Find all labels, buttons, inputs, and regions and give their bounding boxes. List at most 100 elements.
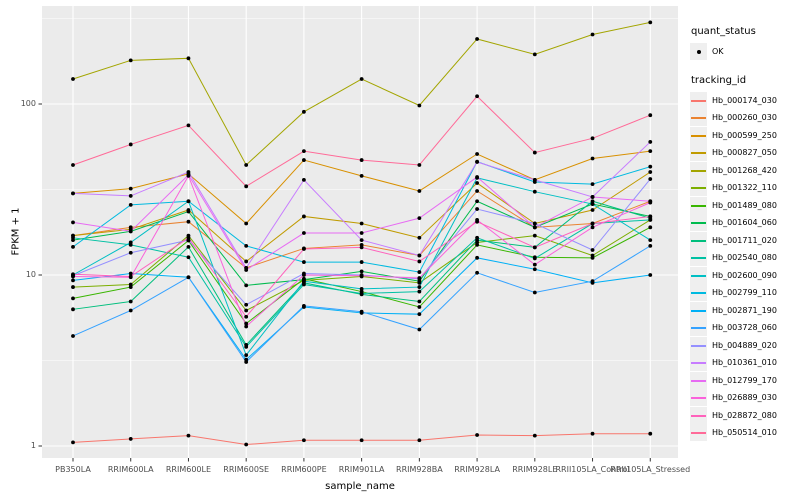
legend-item-ok: OK: [690, 43, 800, 61]
data-point: [128, 271, 133, 276]
data-point: [590, 182, 595, 187]
data-point: [186, 123, 191, 128]
data-point: [475, 255, 479, 260]
data-point: [532, 189, 537, 194]
x-axis-title: sample_name: [325, 481, 395, 492]
data-point: [71, 278, 75, 283]
data-point: [186, 255, 191, 260]
x-tick-label: RRIM600LA: [107, 465, 154, 474]
data-point: [532, 245, 537, 250]
line-swatch-icon: [690, 249, 707, 267]
data-point: [244, 442, 249, 447]
data-point: [475, 94, 479, 99]
data-point: [359, 286, 364, 291]
data-point: [128, 437, 133, 441]
data-point: [359, 238, 364, 242]
data-point: [244, 283, 249, 288]
data-point: [128, 250, 133, 255]
data-point: [417, 103, 422, 108]
data-point: [186, 199, 191, 204]
data-point: [302, 109, 306, 114]
data-point: [128, 240, 133, 245]
legend-item-Hb_003728_060: Hb_003728_060: [690, 319, 800, 337]
data-point: [417, 270, 422, 274]
data-point: [128, 194, 133, 198]
data-point: [475, 270, 479, 275]
data-point: [71, 440, 75, 445]
x-tick-label: RRIM928LA: [454, 465, 500, 474]
x-tick-label: RRIM600PE: [281, 465, 327, 474]
line-swatch-icon: [690, 91, 707, 109]
data-point: [244, 360, 249, 364]
data-point: [128, 203, 133, 207]
data-point: [475, 189, 479, 193]
data-point: [359, 291, 364, 296]
data-point: [532, 267, 537, 272]
data-point: [590, 156, 595, 161]
data-point: [648, 273, 653, 277]
data-point: [648, 431, 653, 436]
legend-item-label: Hb_026889_030: [712, 393, 777, 403]
legend-item-label: Hb_001489_080: [712, 200, 777, 210]
data-point: [128, 285, 133, 289]
data-point: [417, 312, 422, 317]
y-tick-label: 100: [20, 99, 36, 108]
data-point: [71, 272, 75, 277]
line-swatch-icon: [690, 354, 707, 372]
data-point: [244, 314, 249, 319]
x-tick-label: RRIM600SE: [223, 465, 270, 474]
data-point: [648, 20, 653, 25]
data-point: [475, 152, 479, 156]
legend-item-label: Hb_000827_050: [712, 148, 777, 158]
data-point: [648, 113, 653, 118]
data-point: [71, 334, 75, 338]
data-point: [302, 177, 306, 182]
data-point: [359, 269, 364, 274]
data-point: [302, 303, 306, 308]
legend-item-Hb_000174_030: Hb_000174_030: [690, 91, 800, 110]
legend-item-Hb_000827_050: Hb_000827_050: [690, 144, 800, 162]
legend-item-label: Hb_000174_030: [712, 95, 777, 105]
line-swatch-icon: [690, 109, 707, 127]
data-point: [475, 37, 479, 41]
line-swatch-icon: [690, 406, 707, 424]
legend-item-label: Hb_002871_190: [712, 305, 777, 315]
legend-item-label: Hb_010361_010: [712, 358, 777, 368]
data-point: [244, 268, 249, 272]
data-point: [475, 181, 479, 185]
legend-item-label: Hb_002540_080: [712, 253, 777, 263]
data-point: [302, 231, 306, 235]
data-point: [71, 285, 75, 289]
data-point: [244, 184, 249, 189]
data-point: [71, 220, 75, 225]
legend-item-label: Hb_001604_060: [712, 218, 777, 228]
data-point: [359, 173, 364, 178]
data-point: [417, 189, 422, 193]
line-swatch-icon: [690, 196, 707, 214]
data-point: [475, 199, 479, 204]
data-point: [590, 248, 595, 252]
legend-item-Hb_002799_110: Hb_002799_110: [690, 284, 800, 302]
x-tick-label: RRIM928BA: [396, 465, 443, 474]
data-point: [359, 260, 364, 264]
data-point: [475, 433, 479, 437]
data-point: [359, 77, 364, 81]
data-point: [71, 163, 75, 167]
line-swatch-icon: [690, 266, 707, 284]
data-point: [359, 158, 364, 162]
legend-item-Hb_000260_030: Hb_000260_030: [690, 109, 800, 127]
data-point: [532, 150, 537, 155]
legend-item-label: Hb_028872_080: [712, 410, 777, 420]
data-point: [648, 170, 653, 174]
panel-background: [42, 6, 678, 458]
data-point: [590, 279, 595, 284]
legend-item-Hb_001711_020: Hb_001711_020: [690, 231, 800, 250]
data-point: [532, 433, 537, 438]
data-point: [186, 244, 191, 249]
data-point: [475, 219, 479, 224]
legend-item-Hb_000599_250: Hb_000599_250: [690, 126, 800, 145]
data-point: [244, 163, 249, 167]
legend-item-label: Hb_000599_250: [712, 130, 777, 140]
legend-item-label: OK: [712, 47, 724, 57]
